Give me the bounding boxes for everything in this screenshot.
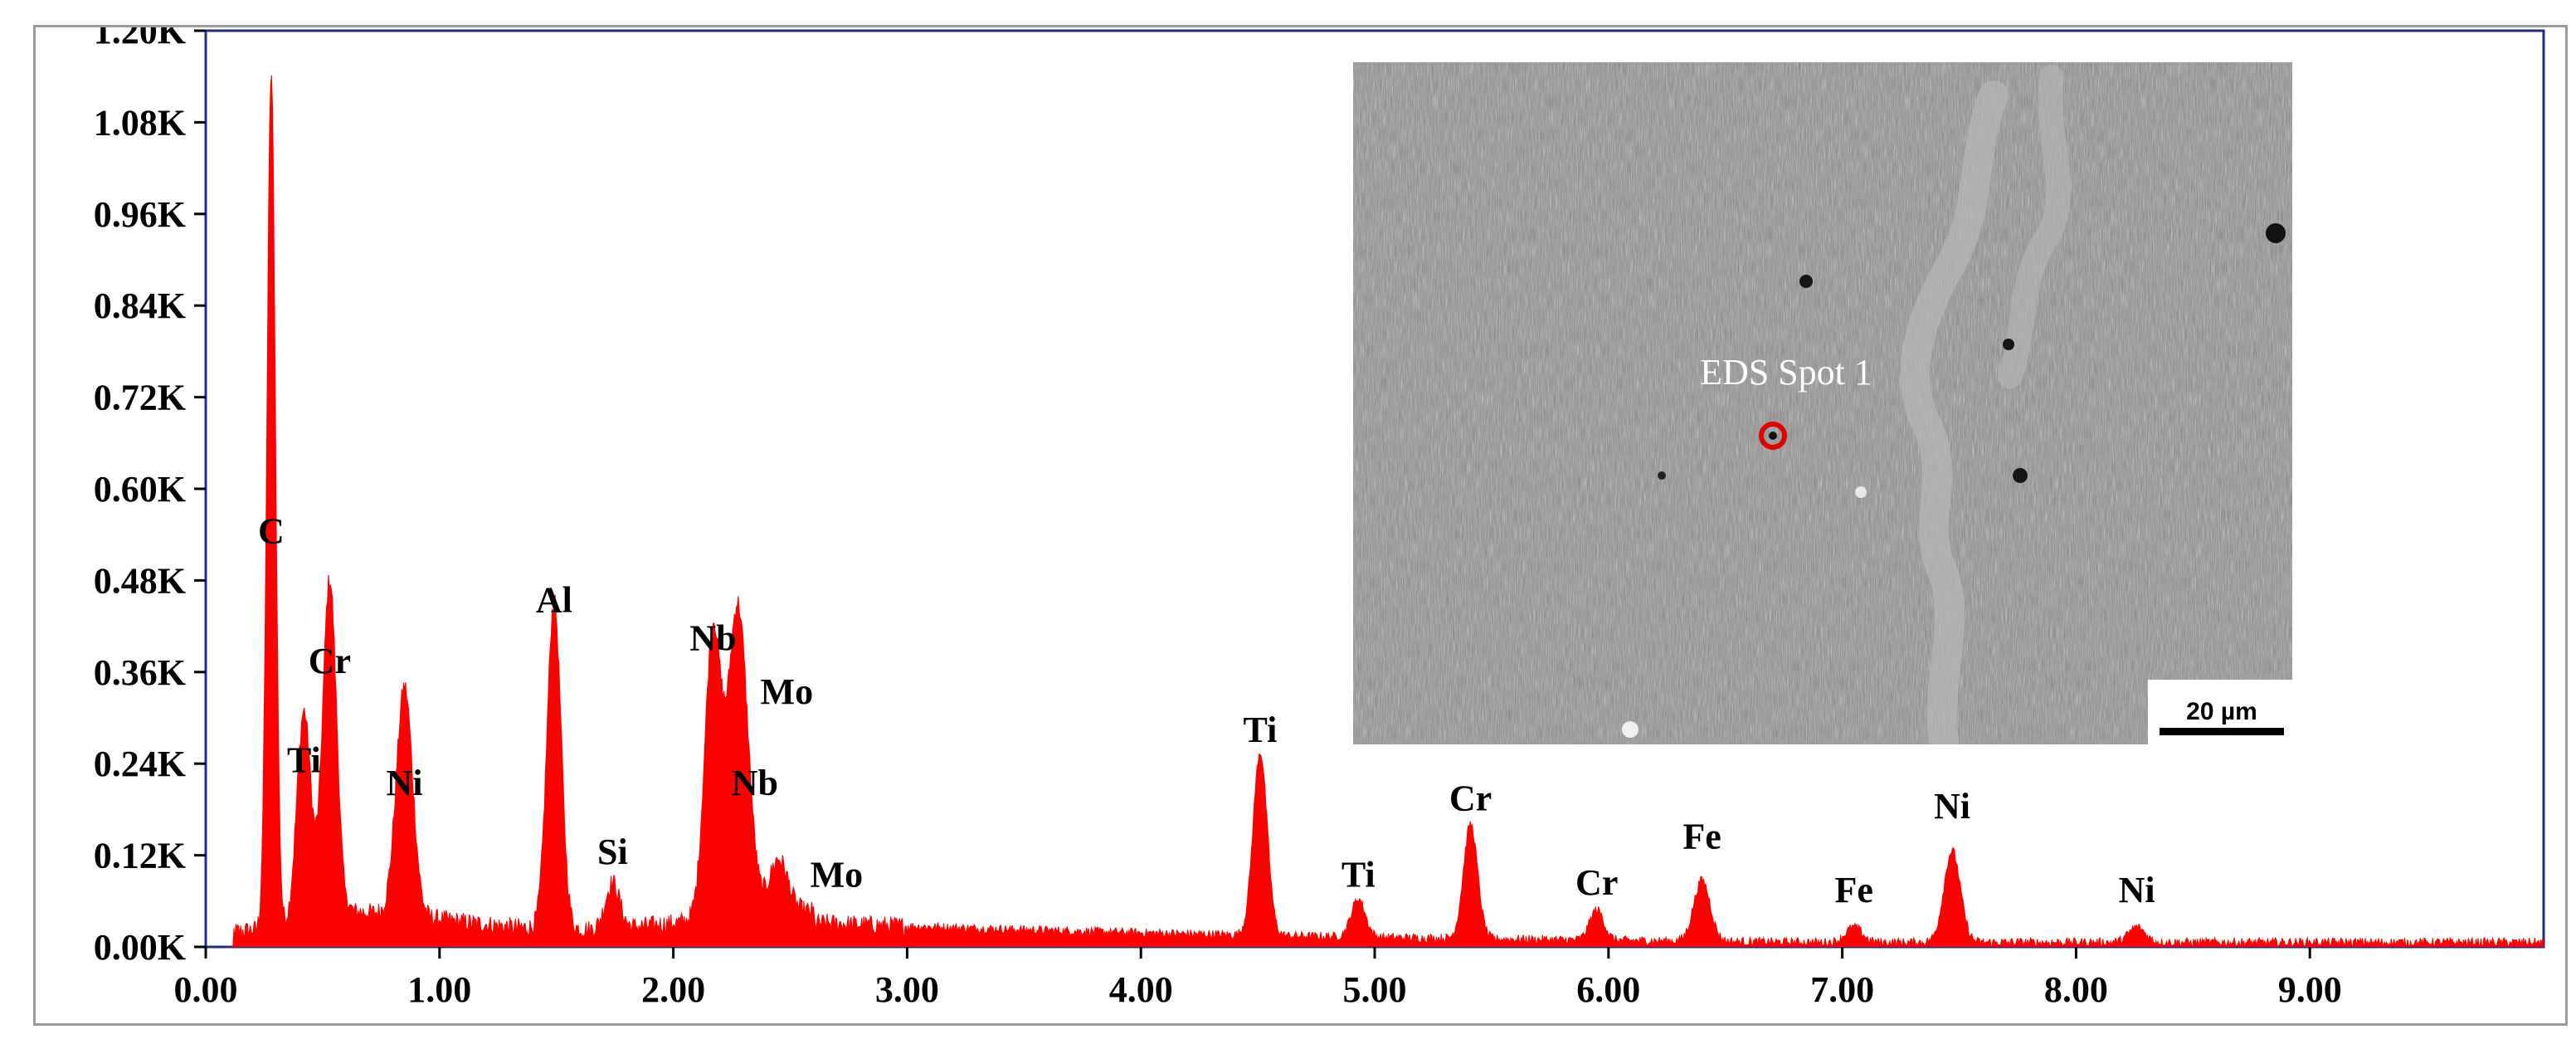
eds-spot-marker (1759, 422, 1787, 450)
sem-pore (1799, 275, 1813, 288)
x-tick-label: 0.00 (174, 969, 238, 1010)
peak-label: Nb (732, 763, 778, 803)
x-tick-label: 8.00 (2044, 969, 2108, 1010)
y-tick-label: 0.72K (94, 378, 186, 418)
spectrum-area (229, 75, 2544, 947)
y-tick-label: 0.00K (94, 927, 186, 968)
sem-image-texture (1353, 62, 2292, 744)
y-tick-label: 0.84K (94, 285, 186, 326)
peak-label: Ni (1934, 786, 1970, 827)
y-tick-label: 0.36K (94, 652, 186, 693)
peak-label: Mo (811, 855, 864, 895)
sem-particle (1855, 486, 1867, 498)
y-tick-label: 0.96K (94, 194, 186, 235)
x-tick-label: 3.00 (875, 969, 939, 1010)
sem-inset: 20 µm EDS Spot 1 (1353, 62, 2292, 744)
sem-pore (2013, 468, 2028, 483)
peak-label: Ti (1244, 710, 1278, 750)
peak-label: Fe (1682, 817, 1721, 857)
peak-label: Al (536, 579, 572, 620)
sem-pore (2266, 223, 2286, 243)
x-tick-label: 6.00 (1576, 969, 1640, 1010)
peak-label: Ni (387, 763, 423, 803)
sem-scale-bar (2160, 728, 2284, 735)
y-tick-label: 0.24K (94, 744, 186, 784)
peak-label: C (258, 511, 285, 552)
peak-label: Mo (761, 671, 814, 712)
chart-frame: 0.00K 0.12K 0.24K 0.36K 0.48K 0.60K 0.72K 0.84K… (33, 25, 2568, 1026)
x-tick-label: 1.00 (407, 969, 471, 1010)
x-tick-label: 7.00 (1810, 969, 1874, 1010)
peak-label: Cr (309, 641, 351, 681)
sem-particle (1622, 721, 1639, 738)
x-tick-label: 5.00 (1343, 969, 1407, 1010)
peak-labels: C Ti Cr Ni Al Si Nb Mo Nb Mo Ti Ti Cr Cr Fe Fe Ni Ni (258, 511, 2155, 910)
eds-spectrum-chart: 0.00K 0.12K 0.24K 0.36K 0.48K 0.60K 0.72K 0.84K… (94, 27, 2545, 1010)
x-tick-label: 9.00 (2278, 969, 2342, 1010)
peak-label: Cr (1575, 862, 1618, 903)
y-tick-label: 1.08K (94, 102, 186, 143)
y-tick-label: 0.48K (94, 560, 186, 601)
peak-label: Cr (1449, 778, 1492, 819)
x-axis: 0.00 1.00 2.00 3.00 4.00 5.00 6.00 7.00 8.00 9.00 (174, 947, 2342, 1010)
eds-spot-center (1769, 432, 1777, 440)
y-tick-label: 0.12K (94, 836, 186, 876)
peak-label: Fe (1834, 870, 1872, 910)
sem-grain-boundary-2 (1998, 65, 2072, 388)
y-tick-label: 0.60K (94, 469, 186, 510)
y-tick-label: 1.20K (94, 27, 186, 51)
eds-spot-label: EDS Spot 1 (1700, 352, 1872, 393)
sem-grain-boundary (1900, 80, 2009, 744)
peak-label: Ti (287, 740, 321, 781)
x-tick-label: 2.00 (641, 969, 705, 1010)
y-axis: 0.00K 0.12K 0.24K 0.36K 0.48K 0.60K 0.72K 0.84K… (94, 27, 206, 968)
sem-scale-bar-label: 20 µm (2186, 698, 2257, 725)
x-tick-label: 4.00 (1109, 969, 1173, 1010)
sem-pore (1658, 471, 1666, 480)
peak-label: Ni (2119, 870, 2155, 910)
peak-label: Ti (1342, 855, 1376, 895)
sem-pore (2003, 339, 2014, 350)
peak-label: Nb (689, 617, 736, 658)
peak-label: Si (597, 832, 628, 872)
